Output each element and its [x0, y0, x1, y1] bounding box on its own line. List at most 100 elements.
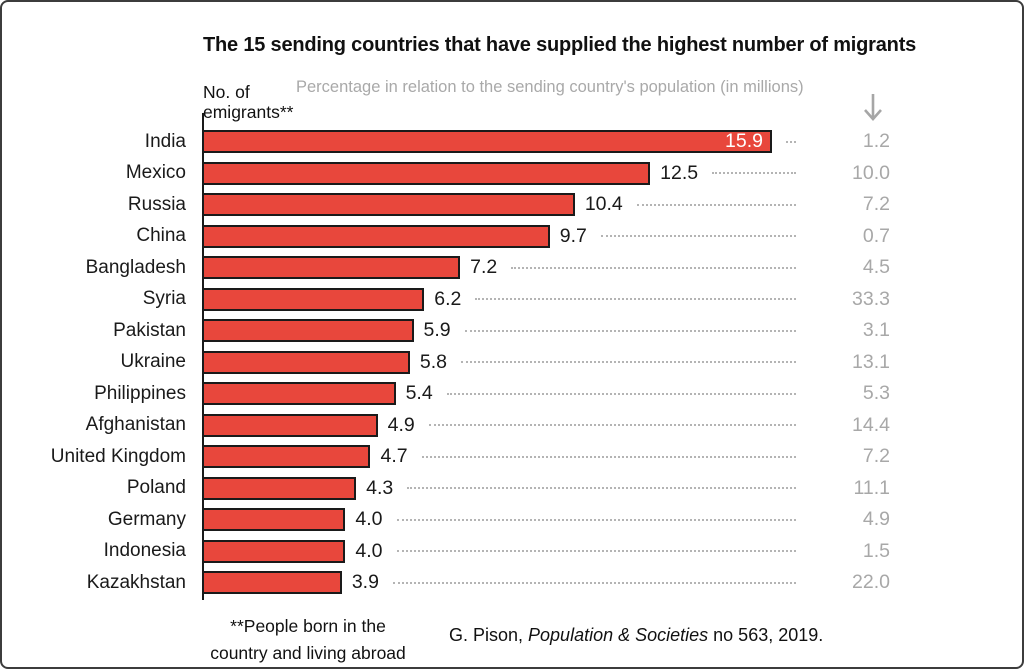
country-label: Philippines — [94, 382, 186, 404]
bar-plot-area: 5.9 — [202, 319, 802, 343]
bar-row: Ukraine 5.8 13.1 — [2, 347, 892, 379]
citation-journal: Population & Societies — [528, 625, 709, 645]
bar — [202, 539, 346, 563]
bar — [202, 256, 461, 280]
country-label: China — [136, 225, 186, 247]
bar-value-label: 5.9 — [423, 319, 451, 342]
bar-row: Russia 10.4 7.2 — [2, 189, 892, 221]
bar-plot-area: 6.2 — [202, 287, 802, 311]
bar-plot-area: 5.4 — [202, 382, 802, 406]
bar-value-label: 9.7 — [559, 224, 587, 247]
bar — [202, 161, 651, 185]
bar-plot-area: 5.8 — [202, 350, 802, 374]
bar-plot-area: 7.2 — [202, 256, 802, 280]
bar — [202, 445, 371, 469]
country-label: Bangladesh — [85, 256, 186, 278]
bar-row: United Kingdom 4.7 7.2 — [2, 441, 892, 473]
leader-line — [392, 581, 796, 584]
down-arrow-icon — [864, 94, 882, 121]
bar-plot-area: 4.0 — [202, 508, 802, 532]
bar-value-label: 7.2 — [470, 256, 498, 279]
country-label: Indonesia — [103, 540, 186, 562]
bar-row: Philippines 5.4 5.3 — [2, 378, 892, 410]
leader-line — [464, 329, 796, 332]
percent-value: 7.2 — [862, 193, 890, 216]
bar-plot-area: 4.0 — [202, 539, 802, 563]
percent-value: 1.2 — [862, 130, 890, 153]
bar — [202, 193, 575, 217]
citation: G. Pison, Population & Societies no 563,… — [449, 625, 823, 646]
leader-line — [446, 392, 796, 395]
bar-value-label: 4.3 — [366, 476, 394, 499]
percent-value: 3.1 — [862, 319, 890, 342]
bar-row: Kazakhstan 3.9 22.0 — [2, 567, 892, 599]
leader-line — [396, 518, 796, 521]
bar-value-label: 10.4 — [584, 193, 623, 216]
country-label: United Kingdom — [50, 445, 186, 467]
percent-value: 4.9 — [862, 508, 890, 531]
chart-title: The 15 sending countries that have suppl… — [203, 34, 917, 56]
bar — [202, 476, 357, 500]
bar — [202, 350, 410, 374]
country-label: Russia — [127, 193, 186, 215]
bar-plot-area: 3.9 — [202, 571, 802, 595]
bar — [202, 508, 346, 532]
bar-value-label: 3.9 — [351, 571, 379, 594]
citation-suffix: no 563, 2019. — [708, 625, 824, 645]
country-label: Pakistan — [113, 319, 186, 341]
bar-value-label: 5.8 — [419, 350, 448, 373]
leader-line — [712, 172, 796, 175]
country-label: Mexico — [125, 162, 186, 184]
bar-value-label: 12.5 — [660, 161, 699, 184]
country-label: Afghanistan — [85, 414, 186, 436]
bar-value-label: 6.2 — [434, 287, 462, 310]
leader-line — [511, 266, 796, 269]
bar-row: Pakistan 5.9 3.1 — [2, 315, 892, 347]
percent-value: 10.0 — [852, 161, 890, 184]
bar-row: India 15.9 1.2 — [2, 126, 892, 158]
bar-plot-area: 9.7 — [202, 224, 802, 248]
country-label: India — [144, 130, 186, 152]
bar — [202, 382, 396, 406]
percent-value: 7.2 — [862, 445, 890, 468]
percent-value: 14.4 — [852, 413, 890, 436]
left-axis-label-line2: emigrants** — [203, 102, 294, 122]
footnote-line1: **People born in the — [230, 616, 386, 636]
bar-plot-area: 12.5 — [202, 161, 802, 185]
leader-line — [428, 424, 796, 427]
country-label: Poland — [126, 477, 186, 499]
left-axis-label: No. of emigrants** — [203, 82, 293, 122]
chart-subtitle: Percentage in relation to the sending co… — [296, 78, 804, 96]
bar-plot-area: 4.3 — [202, 476, 802, 500]
leader-line — [421, 455, 796, 458]
bar-row: Bangladesh 7.2 4.5 — [2, 252, 892, 284]
bar: 15.9 — [202, 130, 772, 154]
percent-value: 0.7 — [862, 224, 890, 247]
country-label: Syria — [142, 288, 186, 310]
leader-line — [600, 235, 796, 238]
percent-value: 5.3 — [862, 382, 890, 405]
country-label: Ukraine — [120, 351, 186, 373]
country-label: Germany — [107, 508, 186, 530]
bar-chart: India 15.9 1.2 Mexico 12.5 10.0 Russia 10.4 7.2 C… — [2, 126, 892, 599]
footnote-line2: country and living abroad — [210, 643, 406, 663]
bar — [202, 319, 414, 343]
leader-line — [461, 361, 796, 364]
percent-value: 11.1 — [853, 476, 890, 499]
bar — [202, 571, 342, 595]
percent-value: 4.5 — [862, 256, 890, 279]
leader-line — [396, 550, 796, 553]
bar-value-label: 4.0 — [355, 539, 383, 562]
footnote: **People born in the country and living … — [177, 613, 439, 667]
bar-plot-area: 15.9 — [202, 130, 802, 154]
bar — [202, 224, 550, 248]
citation-prefix: G. Pison, — [449, 625, 529, 645]
bar — [202, 413, 378, 437]
leader-line — [475, 298, 796, 301]
bar-row: Afghanistan 4.9 14.4 — [2, 410, 892, 442]
bar-value-label: 4.0 — [355, 508, 383, 531]
leader-line — [636, 203, 796, 206]
bar-plot-area: 4.9 — [202, 413, 802, 437]
percent-value: 13.1 — [852, 350, 890, 373]
